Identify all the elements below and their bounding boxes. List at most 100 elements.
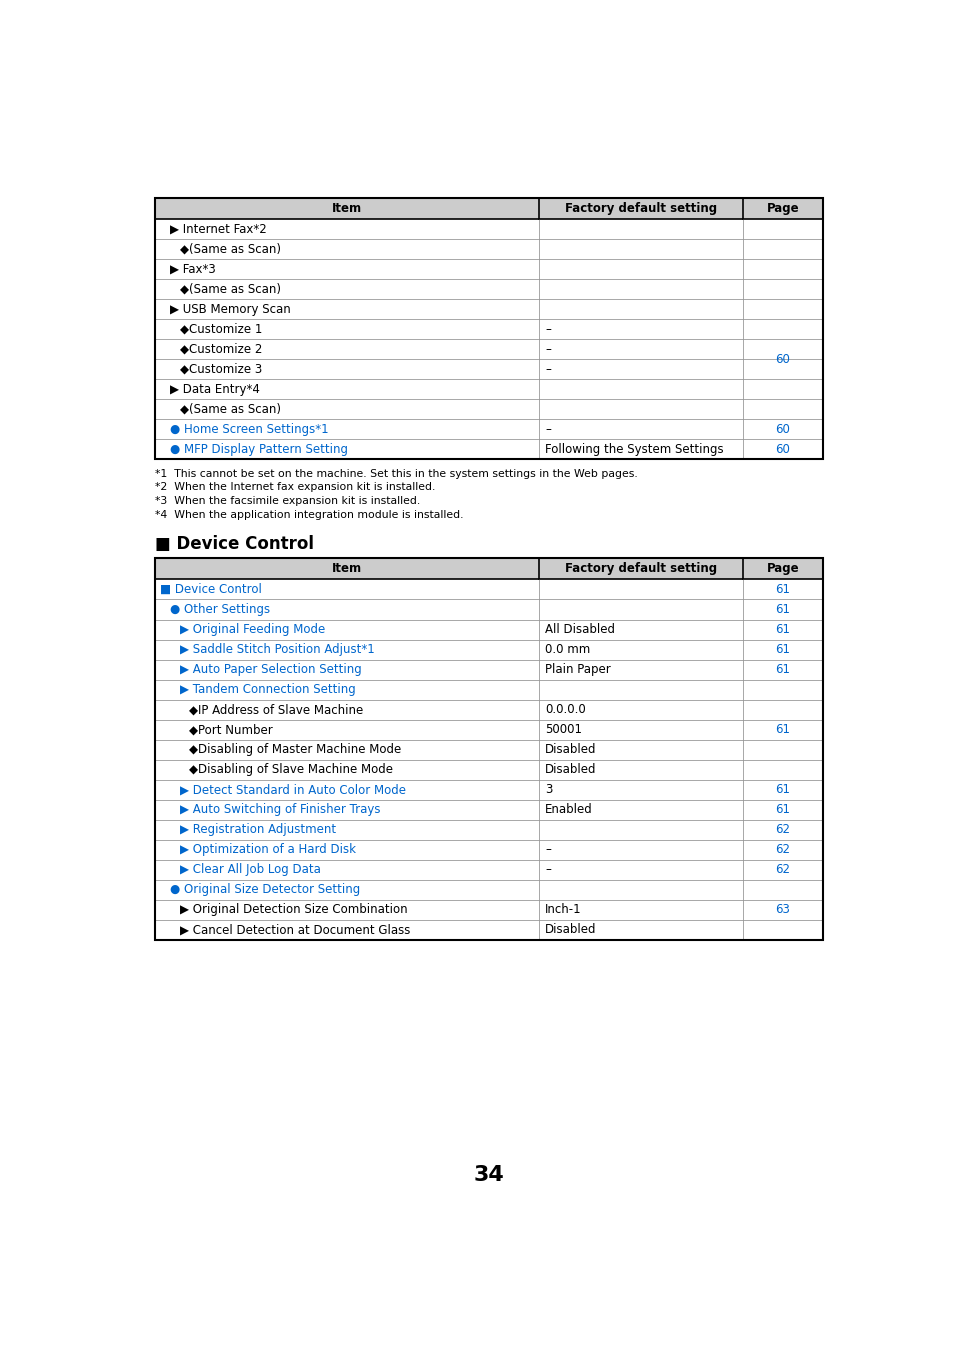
Text: ▶ Clear All Job Log Data: ▶ Clear All Job Log Data — [179, 863, 320, 877]
Text: 0.0.0.0: 0.0.0.0 — [545, 703, 585, 716]
Bar — [154, 900, 822, 920]
Text: ▶ Original Feeding Mode: ▶ Original Feeding Mode — [179, 623, 325, 636]
Text: *1  This cannot be set on the machine. Set this in the system settings in the We: *1 This cannot be set on the machine. Se… — [154, 469, 637, 478]
Text: 62: 62 — [775, 843, 789, 857]
Bar — [154, 840, 822, 859]
Text: ● Other Settings: ● Other Settings — [171, 603, 271, 616]
Text: ▶ Registration Adjustment: ▶ Registration Adjustment — [179, 823, 335, 836]
Text: –: – — [545, 863, 551, 877]
Text: 62: 62 — [775, 863, 789, 877]
Text: ▶ Cancel Detection at Document Glass: ▶ Cancel Detection at Document Glass — [179, 923, 410, 936]
Text: 61: 61 — [775, 663, 789, 676]
Text: ◆Port Number: ◆Port Number — [189, 723, 273, 736]
Bar — [154, 800, 822, 820]
Text: ▶ Auto Switching of Finisher Trays: ▶ Auto Switching of Finisher Trays — [179, 804, 380, 816]
Bar — [154, 820, 822, 840]
Text: ■ Device Control: ■ Device Control — [154, 535, 314, 553]
Text: 61: 61 — [775, 584, 789, 596]
Bar — [154, 680, 822, 700]
Text: Plain Paper: Plain Paper — [545, 663, 610, 676]
Text: ◆Customize 2: ◆Customize 2 — [179, 343, 262, 355]
Bar — [154, 558, 822, 580]
Bar — [154, 558, 822, 940]
Text: 3: 3 — [545, 784, 552, 796]
Text: ▶ Internet Fax*2: ▶ Internet Fax*2 — [171, 223, 267, 235]
Text: 61: 61 — [775, 643, 789, 657]
Bar — [154, 380, 822, 400]
Text: ● Original Size Detector Setting: ● Original Size Detector Setting — [171, 884, 360, 896]
Bar — [154, 880, 822, 900]
Text: –: – — [545, 843, 551, 857]
Text: Enabled: Enabled — [545, 804, 593, 816]
Text: *2  When the Internet fax expansion kit is installed.: *2 When the Internet fax expansion kit i… — [154, 482, 435, 493]
Bar — [154, 359, 822, 380]
Bar — [154, 439, 822, 459]
Text: –: – — [545, 343, 551, 355]
Bar — [154, 580, 822, 600]
Text: –: – — [545, 363, 551, 376]
Text: 61: 61 — [775, 804, 789, 816]
Bar — [154, 280, 822, 299]
Text: Disabled: Disabled — [545, 923, 597, 936]
Text: ▶ Original Detection Size Combination: ▶ Original Detection Size Combination — [179, 904, 407, 916]
Text: Disabled: Disabled — [545, 763, 597, 777]
Text: ▶ Auto Paper Selection Setting: ▶ Auto Paper Selection Setting — [179, 663, 361, 676]
Text: Item: Item — [332, 562, 361, 576]
Text: ◆(Same as Scan): ◆(Same as Scan) — [179, 403, 280, 416]
Text: All Disabled: All Disabled — [545, 623, 615, 636]
Text: ● MFP Display Pattern Setting: ● MFP Display Pattern Setting — [171, 443, 348, 455]
Text: ◆Customize 3: ◆Customize 3 — [179, 363, 262, 376]
Text: ◆(Same as Scan): ◆(Same as Scan) — [179, 282, 280, 296]
Text: *3  When the facsimile expansion kit is installed.: *3 When the facsimile expansion kit is i… — [154, 496, 419, 507]
Bar — [154, 197, 822, 219]
Text: ● Home Screen Settings*1: ● Home Screen Settings*1 — [171, 423, 329, 436]
Bar — [154, 319, 822, 339]
Text: ◆IP Address of Slave Machine: ◆IP Address of Slave Machine — [189, 703, 363, 716]
Text: 0.0 mm: 0.0 mm — [545, 643, 590, 657]
Text: 61: 61 — [775, 623, 789, 636]
Bar — [154, 197, 822, 219]
Text: Factory default setting: Factory default setting — [564, 201, 717, 215]
Text: ◆Disabling of Master Machine Mode: ◆Disabling of Master Machine Mode — [189, 743, 401, 757]
Bar — [154, 239, 822, 259]
Text: ▶ Detect Standard in Auto Color Mode: ▶ Detect Standard in Auto Color Mode — [179, 784, 405, 796]
Text: Factory default setting: Factory default setting — [564, 562, 717, 576]
Text: ■ Device Control: ■ Device Control — [159, 584, 261, 596]
Text: ▶ USB Memory Scan: ▶ USB Memory Scan — [171, 303, 291, 316]
Bar — [154, 759, 822, 780]
Text: 60: 60 — [775, 353, 789, 366]
Text: 60: 60 — [775, 443, 789, 455]
Text: Disabled: Disabled — [545, 743, 597, 757]
Text: ◆Customize 1: ◆Customize 1 — [179, 323, 262, 335]
Text: Page: Page — [766, 562, 799, 576]
Bar — [154, 299, 822, 319]
Text: –: – — [545, 423, 551, 436]
Bar — [154, 639, 822, 659]
Bar — [154, 400, 822, 419]
Text: Item: Item — [332, 201, 361, 215]
Bar — [154, 720, 822, 739]
Text: Following the System Settings: Following the System Settings — [545, 443, 723, 455]
Bar — [154, 339, 822, 359]
Text: ▶ Data Entry*4: ▶ Data Entry*4 — [171, 382, 260, 396]
Text: 61: 61 — [775, 723, 789, 736]
Text: ▶ Optimization of a Hard Disk: ▶ Optimization of a Hard Disk — [179, 843, 355, 857]
Text: –: – — [545, 323, 551, 335]
Text: 50001: 50001 — [545, 723, 581, 736]
Bar — [154, 259, 822, 280]
Bar — [154, 419, 822, 439]
Text: 34: 34 — [473, 1165, 504, 1185]
Text: ▶ Fax*3: ▶ Fax*3 — [171, 262, 216, 276]
Bar — [154, 600, 822, 620]
Bar — [154, 219, 822, 239]
Text: ◆(Same as Scan): ◆(Same as Scan) — [179, 243, 280, 255]
Text: ▶ Tandem Connection Setting: ▶ Tandem Connection Setting — [179, 684, 355, 696]
Bar — [154, 197, 822, 459]
Bar — [154, 700, 822, 720]
Bar — [154, 920, 822, 940]
Text: Inch-1: Inch-1 — [545, 904, 581, 916]
Text: ▶ Saddle Stitch Position Adjust*1: ▶ Saddle Stitch Position Adjust*1 — [179, 643, 375, 657]
Text: 61: 61 — [775, 784, 789, 796]
Text: 63: 63 — [775, 904, 789, 916]
Text: *4  When the application integration module is installed.: *4 When the application integration modu… — [154, 511, 463, 520]
